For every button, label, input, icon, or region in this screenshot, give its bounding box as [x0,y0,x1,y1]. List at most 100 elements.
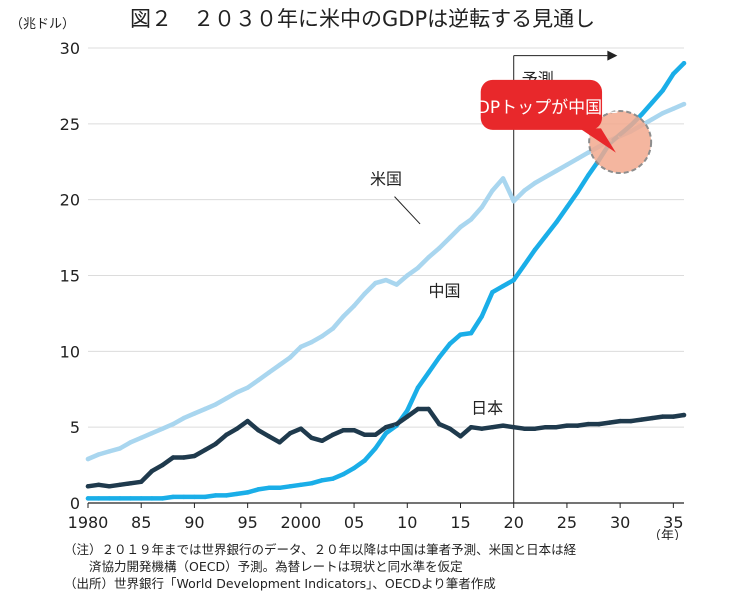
data-point-日本-1982 [107,484,112,489]
data-point-中国-2015 [458,332,463,337]
data-point-中国-2024 [554,220,559,225]
data-point-米国-1983 [117,446,123,451]
data-point-中国-2025 [564,205,570,210]
data-point-米国-2024 [554,168,559,174]
data-point-米国-2003 [330,326,335,331]
data-point-中国-1998 [277,485,282,491]
data-point-中国-2017 [479,314,484,319]
data-point-中国-1986 [149,496,155,501]
data-point-米国-2036 [681,101,687,107]
data-point-中国-2022 [532,247,538,252]
data-point-日本-1986 [149,468,155,474]
x-tick-label-1985: 85 [131,513,151,532]
data-point-米国-2014 [447,235,453,240]
data-point-中国-2020 [511,277,516,283]
data-point-日本-2029 [607,420,612,425]
data-point-日本-2009 [394,421,399,427]
crossover-circle [588,110,653,175]
forecast-arrow-head [607,50,618,61]
data-point-米国-1999 [288,355,293,360]
data-point-中国-2007 [373,446,378,451]
data-point-日本-1987 [160,462,165,468]
x-tick-label-2020: 20 [504,513,524,532]
data-point-日本-2001 [309,435,314,440]
data-point-日本-2026 [575,423,580,428]
data-point-中国-2035 [671,71,676,76]
data-point-中国-2002 [319,478,325,483]
x-tick-label-1995: 95 [237,513,257,532]
data-point-中国-2005 [351,465,357,471]
data-point-米国-2019 [500,176,506,181]
data-point-中国-2003 [330,476,335,481]
x-axis-ticks: 1980 85 90 95 2000 05 10 15 20 25 30 35 [68,503,684,532]
data-point-日本-1997 [266,434,272,439]
data-point-米国-2020 [511,198,516,204]
data-point-中国-2008 [383,431,389,436]
data-point-米国-2011 [415,265,421,271]
data-point-米国-1981 [96,452,101,457]
data-point-米国-2004 [341,314,346,319]
data-point-日本-1998 [277,440,282,445]
data-point-米国-1996 [256,377,261,383]
data-point-日本-2013 [437,421,442,427]
grid-lines [88,47,684,428]
data-point-中国-2004 [341,471,346,477]
data-point-中国-1989 [181,494,186,500]
y-axis-ticks: 0 5 10 15 20 25 30 [60,39,80,513]
data-point-米国-2001 [309,340,314,345]
data-point-日本-2000 [298,426,304,431]
data-point-中国-2026 [575,189,580,195]
data-point-米国-1992 [213,402,218,407]
data-point-日本-2018 [490,424,495,430]
data-point-中国-2012 [426,370,431,375]
data-point-中国-1995 [245,490,250,495]
data-point-中国-2032 [639,112,644,117]
data-point-中国-1984 [128,496,133,501]
data-point-日本-1994 [234,426,240,431]
data-point-日本-2021 [522,426,527,431]
data-point-中国-1982 [107,496,112,501]
chart-title: 図２ ２０３０年に米中のGDPは逆転する見通し [130,7,595,31]
x-tick-label-2000: 2000 [280,513,321,532]
series-label-leader-us [394,196,421,225]
x-tick-label-2010: 10 [397,513,417,532]
data-point-日本-1999 [288,431,293,436]
note-line-3: （出所）世界銀行「World Development Indicators」、O… [64,576,496,591]
data-point-中国-1996 [256,487,261,492]
data-point-日本-2019 [500,423,506,428]
data-point-中国-1991 [202,494,208,500]
data-point-中国-2019 [500,283,506,289]
footnotes: （注）２０１９年までは世界銀行のデータ、２０年以降は中国は筆者予測、米国と日本は… [64,541,724,592]
data-point-米国-2002 [319,333,325,339]
data-point-米国-2023 [543,174,548,180]
data-point-中国-2014 [447,341,453,346]
data-point-中国-1980 [85,496,91,501]
callout-bubble [480,79,603,130]
data-point-中国-1992 [213,493,218,498]
x-tick-label-2030: 30 [610,513,630,532]
data-point-米国-2034 [660,111,665,116]
data-point-日本-2030 [617,418,623,424]
data-point-米国-2008 [383,277,389,283]
data-point-日本-2015 [458,434,463,439]
data-point-日本-2004 [341,428,346,433]
data-points [85,60,687,501]
data-point-日本-1984 [128,481,133,486]
data-point-米国-2006 [362,291,367,296]
data-point-米国-2013 [437,246,442,251]
data-point-米国-1986 [149,431,155,436]
data-point-米国-1993 [224,396,229,401]
data-point-中国-2033 [649,100,655,105]
data-point-日本-2022 [532,426,538,431]
data-point-中国-1990 [192,494,197,500]
data-point-日本-2002 [319,438,325,444]
y-axis-label: （兆ドル） [10,17,75,32]
data-point-米国-1982 [107,449,112,454]
y-tick-label-5: 5 [70,418,80,437]
data-point-中国-2010 [405,408,410,413]
data-point-日本-2024 [554,424,559,430]
x-tick-label-2015: 15 [450,513,470,532]
data-point-中国-2016 [468,330,474,336]
data-point-日本-1992 [213,441,218,447]
